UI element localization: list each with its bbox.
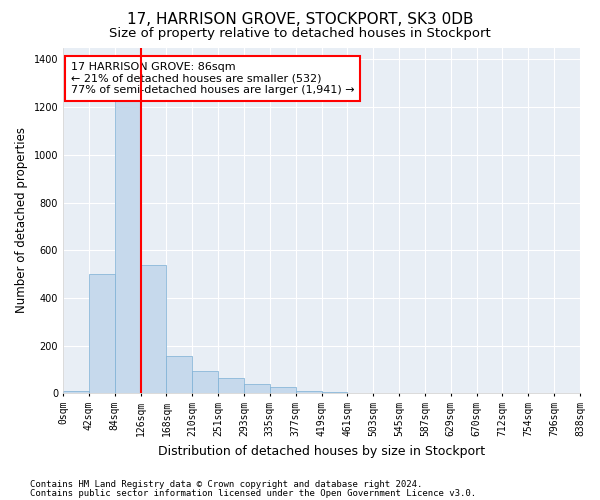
Bar: [270, 388, 296, 394]
Y-axis label: Number of detached properties: Number of detached properties: [15, 128, 28, 314]
Bar: [166, 356, 192, 394]
Bar: [322, 392, 347, 394]
Text: 17 HARRISON GROVE: 86sqm
← 21% of detached houses are smaller (532)
77% of semi-: 17 HARRISON GROVE: 86sqm ← 21% of detach…: [71, 62, 355, 95]
Bar: [244, 384, 270, 394]
Bar: [296, 391, 322, 394]
Bar: [140, 264, 166, 394]
Text: 17, HARRISON GROVE, STOCKPORT, SK3 0DB: 17, HARRISON GROVE, STOCKPORT, SK3 0DB: [127, 12, 473, 28]
Bar: [115, 95, 140, 394]
Text: Size of property relative to detached houses in Stockport: Size of property relative to detached ho…: [109, 28, 491, 40]
Bar: [218, 378, 244, 394]
Bar: [63, 391, 89, 394]
Text: Contains HM Land Registry data © Crown copyright and database right 2024.: Contains HM Land Registry data © Crown c…: [30, 480, 422, 489]
Bar: [192, 370, 218, 394]
Text: Contains public sector information licensed under the Open Government Licence v3: Contains public sector information licen…: [30, 488, 476, 498]
Bar: [89, 274, 115, 394]
X-axis label: Distribution of detached houses by size in Stockport: Distribution of detached houses by size …: [158, 444, 485, 458]
